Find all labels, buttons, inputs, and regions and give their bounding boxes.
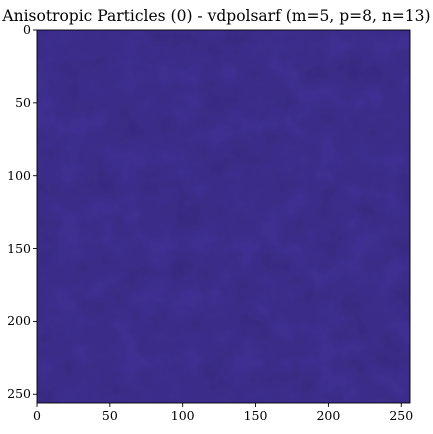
plot-title: Anisotropic Particles (0) - vdpolsarf (m… bbox=[2, 7, 431, 25]
y-tick-label: 100 bbox=[7, 167, 31, 183]
y-tick-label: 50 bbox=[15, 94, 31, 110]
x-tick-label: 50 bbox=[101, 408, 118, 423]
x-tick-label: 250 bbox=[389, 408, 414, 423]
heatmap-texture bbox=[37, 30, 410, 403]
y-tick-label: 150 bbox=[7, 240, 31, 256]
axes-frame bbox=[36, 29, 411, 404]
y-tick-label: 200 bbox=[7, 313, 31, 329]
y-axis-ticks bbox=[33, 29, 37, 395]
y-tick-label: 250 bbox=[7, 386, 31, 402]
x-tick-label: 150 bbox=[243, 408, 268, 423]
heatmap-texture-dark bbox=[37, 30, 410, 403]
x-tick-label: 100 bbox=[170, 408, 195, 423]
y-tick-label: 0 bbox=[23, 22, 31, 37]
x-tick-label: 0 bbox=[33, 408, 41, 423]
x-tick-label: 200 bbox=[316, 408, 341, 423]
x-axis-ticks bbox=[36, 403, 402, 407]
